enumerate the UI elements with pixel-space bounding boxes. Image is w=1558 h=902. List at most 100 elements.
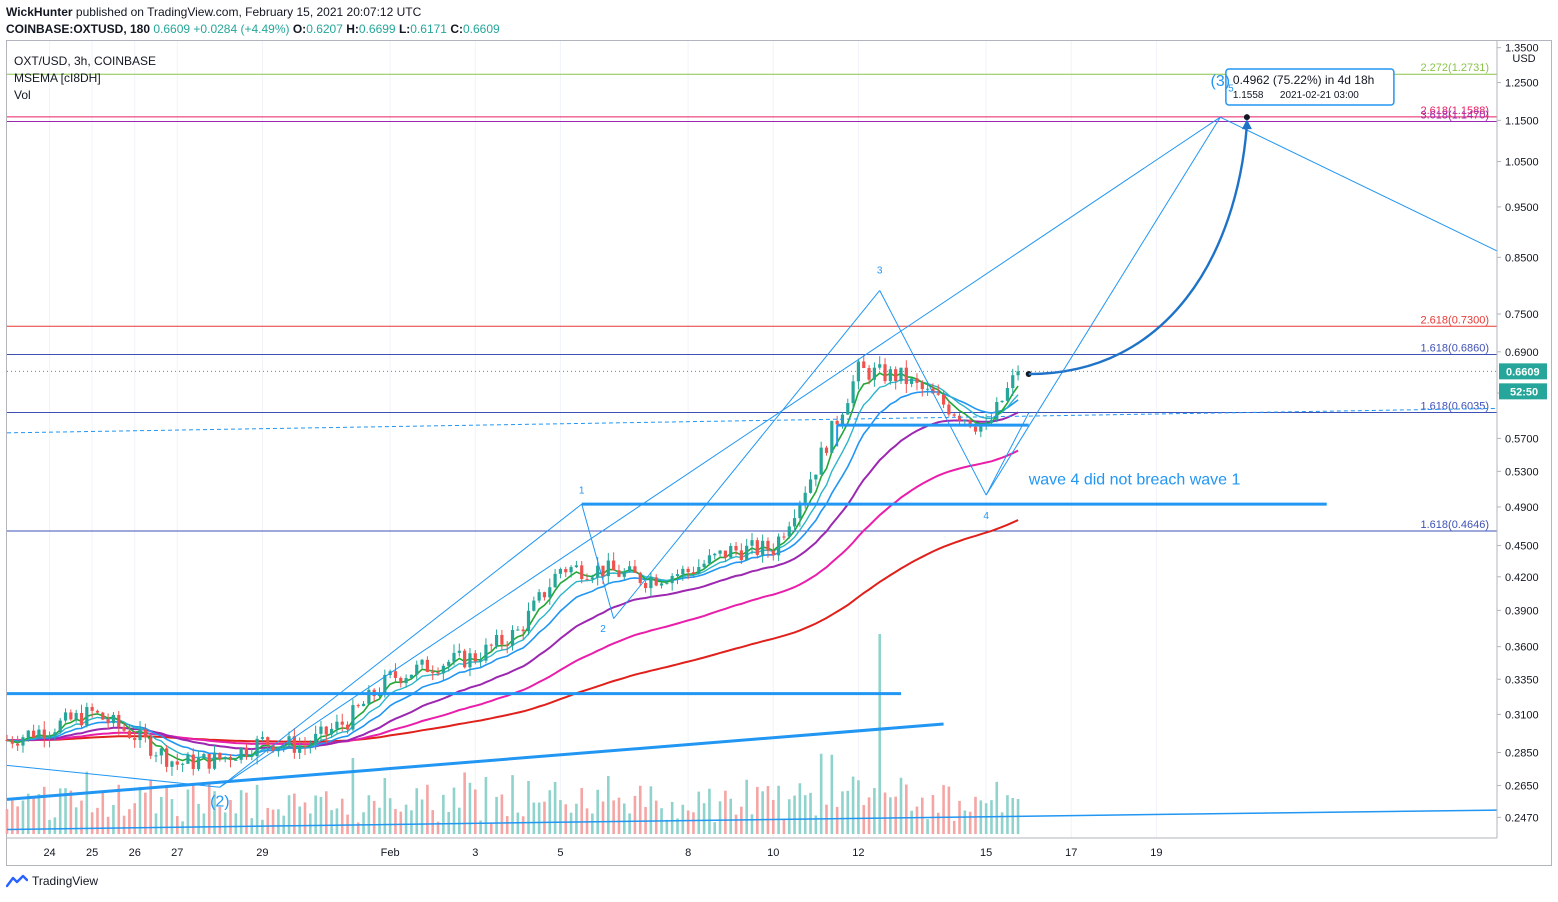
volume-bar bbox=[367, 795, 371, 834]
volume-bar bbox=[803, 795, 807, 834]
candle-body bbox=[920, 382, 924, 390]
candle-body bbox=[308, 744, 312, 748]
candle-body bbox=[659, 583, 664, 586]
volume-bar bbox=[239, 790, 243, 834]
candle-body bbox=[399, 677, 403, 684]
volume-bar bbox=[90, 812, 94, 834]
volume-bar bbox=[692, 812, 695, 834]
candle-body bbox=[755, 540, 759, 555]
volume-bar bbox=[521, 816, 525, 834]
volume-bar bbox=[399, 811, 403, 834]
time-tick-label: 10 bbox=[767, 847, 779, 859]
volume-bar bbox=[931, 795, 935, 834]
candle-body bbox=[484, 644, 488, 661]
price-tick-label: 0.3900 bbox=[1505, 605, 1539, 617]
candle-body bbox=[910, 378, 914, 384]
volume-bar bbox=[612, 800, 615, 834]
volume-bar bbox=[303, 802, 307, 834]
candle-body bbox=[106, 719, 110, 724]
volume-bar bbox=[351, 757, 355, 834]
candle-body bbox=[617, 570, 621, 577]
volume-bar bbox=[782, 818, 786, 834]
volume-bar bbox=[404, 804, 408, 834]
volume-bar bbox=[750, 814, 754, 834]
candle-body bbox=[53, 732, 57, 736]
candle-body bbox=[489, 644, 493, 646]
candle-body bbox=[260, 737, 265, 739]
volume-bar bbox=[873, 788, 876, 834]
volume-bar bbox=[500, 794, 504, 834]
candle-body bbox=[542, 592, 547, 598]
volume-bar bbox=[271, 809, 275, 834]
candle-body bbox=[95, 710, 100, 713]
volume-bar bbox=[309, 813, 312, 834]
candle-body bbox=[899, 367, 903, 382]
candle-body bbox=[47, 735, 52, 739]
volume-bar bbox=[622, 803, 626, 834]
volume-bar bbox=[319, 796, 323, 834]
candle-body bbox=[792, 518, 797, 527]
candle-body bbox=[500, 634, 504, 645]
fib-level-label: 2.618(1.1588) bbox=[1421, 105, 1490, 117]
volume-bar bbox=[106, 816, 110, 834]
candle-body bbox=[85, 707, 89, 726]
volume-bar bbox=[372, 800, 376, 834]
wave-label: 5 bbox=[1228, 84, 1234, 95]
ohlc-info: COINBASE:OXTUSD, 180 0.6609 +0.0284 (+4.… bbox=[6, 22, 500, 36]
candle-body bbox=[989, 419, 994, 423]
volume-bar bbox=[665, 819, 669, 834]
candle-body bbox=[463, 650, 467, 668]
chart-frame[interactable] bbox=[6, 40, 1552, 866]
volume-bar bbox=[16, 806, 19, 834]
candle-body bbox=[819, 447, 823, 475]
candle-body bbox=[351, 705, 355, 730]
candle-body bbox=[276, 747, 280, 752]
candle-body bbox=[468, 653, 472, 668]
volume-bar bbox=[436, 821, 440, 834]
volume-bar bbox=[771, 799, 775, 834]
price-tick-label: 0.9500 bbox=[1505, 202, 1539, 214]
time-tick-label: 15 bbox=[980, 847, 992, 859]
volume-bar bbox=[670, 801, 674, 834]
candle-body bbox=[292, 736, 296, 753]
volume-bar bbox=[654, 800, 658, 834]
projection-arrow-icon bbox=[1241, 119, 1252, 130]
candle-body bbox=[282, 745, 286, 748]
candle-body bbox=[191, 754, 195, 770]
candle-body bbox=[973, 426, 978, 432]
candle-body bbox=[361, 703, 366, 707]
wave-path-line bbox=[985, 412, 1030, 496]
volume-bar bbox=[197, 803, 200, 834]
volume-bar bbox=[559, 800, 562, 834]
symbol-text: COINBASE:OXTUSD, 180 bbox=[6, 22, 151, 36]
legend-volume[interactable]: Vol bbox=[14, 88, 31, 102]
wave-label: (3) bbox=[1211, 73, 1231, 90]
volume-bar bbox=[936, 812, 940, 834]
volume-bar bbox=[835, 806, 839, 834]
volume-bar bbox=[883, 792, 887, 834]
volume-bar bbox=[649, 786, 653, 834]
volume-bar bbox=[277, 809, 280, 834]
candle-body bbox=[330, 728, 334, 735]
volume-bar bbox=[495, 796, 498, 834]
volume-bar bbox=[165, 787, 168, 834]
countdown-tag bbox=[1499, 383, 1547, 400]
volume-bar bbox=[452, 787, 456, 834]
volume-bar bbox=[894, 796, 897, 834]
candle-body bbox=[186, 754, 190, 764]
candle-body bbox=[138, 729, 142, 741]
change-text: +0.0284 (+4.49%) bbox=[193, 22, 290, 36]
countdown-label: 52:50 bbox=[1510, 386, 1538, 398]
candle-body bbox=[1016, 371, 1020, 376]
volume-bar bbox=[64, 788, 67, 834]
candle-body bbox=[585, 579, 589, 581]
wave-label: 2 bbox=[600, 624, 606, 635]
volume-bar bbox=[463, 772, 466, 834]
candle-body bbox=[707, 555, 712, 564]
wave-path-line bbox=[879, 290, 987, 496]
volume-bar bbox=[74, 807, 78, 834]
volume-bar bbox=[415, 788, 419, 834]
legend-indicator[interactable]: MSEMA [cI8DH] bbox=[14, 71, 101, 85]
candle-body bbox=[777, 536, 781, 556]
